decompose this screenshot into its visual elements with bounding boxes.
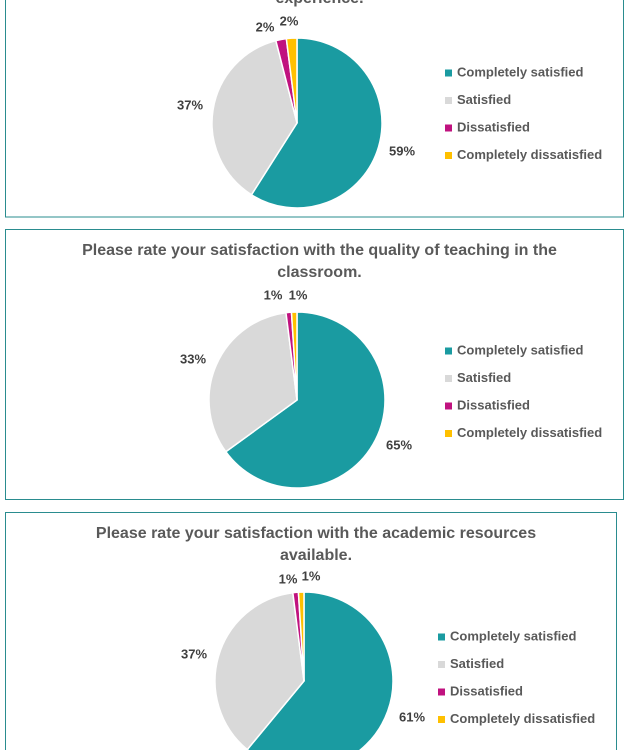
chart-title: Please rate your satisfaction with the a… <box>96 525 536 564</box>
legend-swatch <box>438 661 445 668</box>
legend-label: Completely satisfied <box>457 64 583 79</box>
legend-swatch <box>445 69 452 77</box>
data-label: 1% <box>264 287 283 302</box>
legend-label: Completely satisfied <box>450 628 576 643</box>
data-label: 61% <box>399 709 425 724</box>
panel-border <box>5 229 624 500</box>
pie-slice <box>214 591 305 751</box>
legend-swatch <box>438 633 445 641</box>
data-label: 1% <box>279 571 298 586</box>
legend-label: Satisfied <box>450 656 504 671</box>
data-label: 2% <box>256 19 275 34</box>
legend-swatch <box>445 152 452 159</box>
legend-swatch <box>438 716 445 723</box>
legend-label: Completely satisfied <box>457 342 583 357</box>
pie-slice <box>208 311 298 453</box>
data-label: 65% <box>386 437 412 452</box>
data-label: 33% <box>180 351 206 366</box>
data-label: 1% <box>289 287 308 302</box>
pie-slice <box>297 591 305 682</box>
pie-slice <box>211 39 298 196</box>
chart-title: experience. <box>275 0 363 7</box>
legend-swatch <box>445 375 452 382</box>
legend-label: Completely dissatisfied <box>457 425 602 440</box>
legend-label: Satisfied <box>457 370 511 385</box>
legend-swatch <box>445 402 452 410</box>
pie-slice <box>285 37 298 124</box>
legend-label: Completely dissatisfied <box>457 147 602 162</box>
legend-swatch <box>445 347 452 355</box>
pie-slice <box>246 591 394 755</box>
legend-label: Satisfied <box>457 92 511 107</box>
title-line: available. <box>280 547 352 564</box>
title-line: classroom. <box>277 264 361 281</box>
legend-label: Dissatisfied <box>457 119 530 134</box>
data-label: 2% <box>280 13 299 28</box>
legend-label: Dissatisfied <box>450 683 523 698</box>
pie-slice <box>224 311 386 489</box>
data-label: 37% <box>177 97 203 112</box>
chart-title: Please rate your satisfaction with the q… <box>82 242 557 281</box>
data-label: 1% <box>302 568 321 583</box>
legend-swatch <box>438 688 445 696</box>
legend-label: Dissatisfied <box>457 397 530 412</box>
panel-border <box>5 0 624 218</box>
pie-slice <box>250 37 383 209</box>
pie-slice <box>290 311 298 401</box>
data-label: 37% <box>181 646 207 661</box>
legend-label: Completely dissatisfied <box>450 711 595 726</box>
title-line: Please rate your satisfaction with the a… <box>96 525 536 542</box>
legend-swatch <box>445 124 452 132</box>
data-label: 59% <box>389 143 415 158</box>
legend-swatch <box>445 97 452 104</box>
legend-swatch <box>445 430 452 437</box>
title-line: Please rate your satisfaction with the q… <box>82 242 557 259</box>
title-line: experience. <box>275 0 363 7</box>
panel-border <box>5 512 617 755</box>
